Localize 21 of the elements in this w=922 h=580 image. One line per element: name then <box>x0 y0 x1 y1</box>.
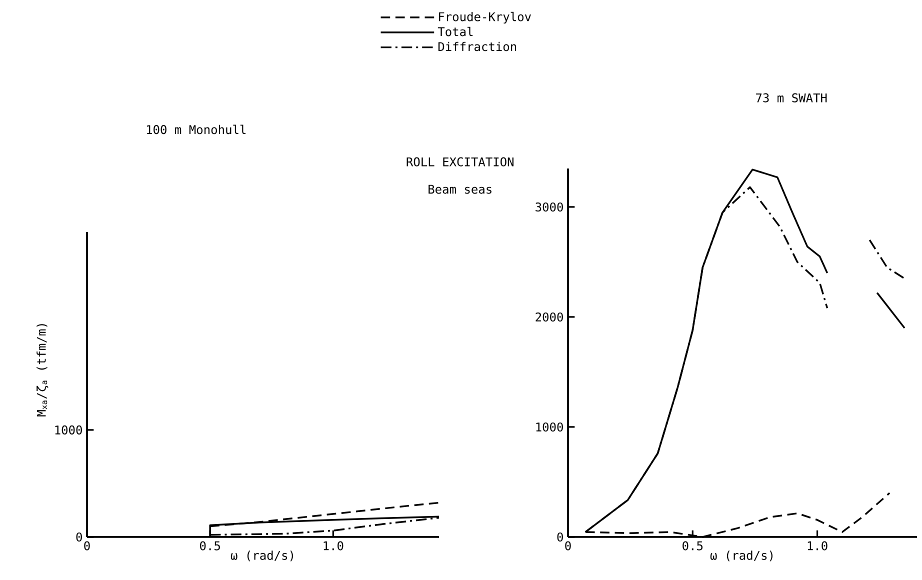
x-tick-label: 1.0 <box>808 541 828 550</box>
y-tick-label: 1000 <box>55 425 82 435</box>
x-tick-label: 0.5 <box>200 541 220 550</box>
x-tick-label: 1.0 <box>324 541 344 550</box>
y-tick-label: 2000 <box>536 312 563 322</box>
legend-label: Froude-Krylov <box>439 12 531 24</box>
chart-title: 73 m SWATH <box>756 93 827 102</box>
y-tick-label: 0 <box>557 532 563 542</box>
text: M$_{xa}$/ζ$_{a}$ (tfm/m) <box>36 324 48 416</box>
y-tick-label: 1000 <box>536 422 563 432</box>
legend-label: Diffraction <box>438 42 516 52</box>
x-tick-label: 0.5 <box>682 541 703 550</box>
chart-title: 100 m Monohull <box>146 124 246 134</box>
x-axis-title: ω (rad/s) <box>710 550 773 562</box>
x-tick-label: 0 <box>565 541 571 550</box>
text: ROLL EXCITATION <box>406 157 514 166</box>
x-axis-title: ω (rad/s) <box>230 550 294 562</box>
y-tick-label: 3000 <box>536 202 563 212</box>
x-tick-label: 0 <box>84 541 90 550</box>
legend-label: Total <box>438 26 473 36</box>
text: Beam seas <box>428 184 492 194</box>
